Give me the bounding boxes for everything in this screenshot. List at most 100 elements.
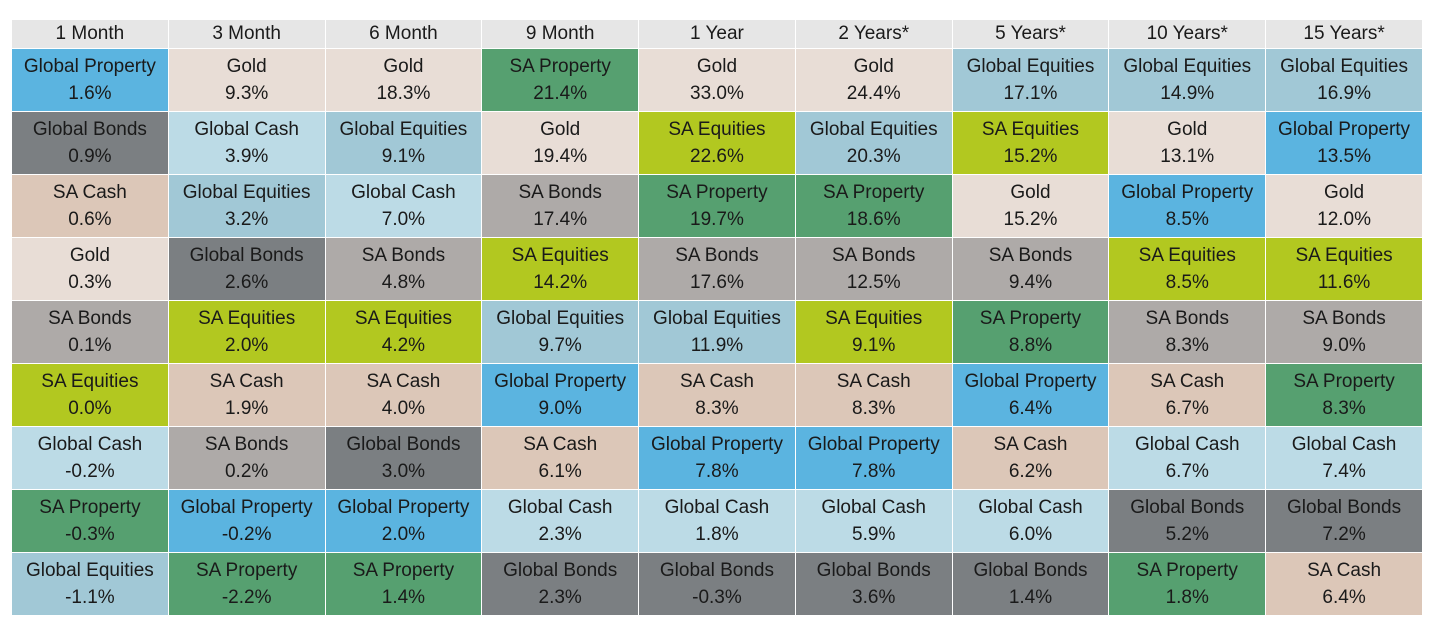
asset-cell: SA Cash 0.6%	[11, 174, 169, 238]
asset-return: 1.4%	[1008, 587, 1053, 608]
asset-cell: SA Equities 14.2%	[481, 237, 640, 301]
asset-cell: Global Cash 2.3%	[481, 489, 640, 553]
asset-cell: SA Cash 6.1%	[481, 426, 640, 490]
asset-name: SA Equities	[825, 308, 923, 329]
asset-cell: SA Property -2.2%	[167, 552, 326, 616]
asset-name: Gold	[1167, 119, 1208, 140]
asset-return: 19.7%	[690, 209, 744, 230]
asset-name: Global Bonds	[816, 560, 931, 581]
asset-name: SA Equities	[511, 245, 609, 266]
asset-name: Global Cash	[821, 497, 926, 518]
asset-cell: Global Property 6.4%	[951, 363, 1110, 427]
asset-cell: SA Bonds 0.1%	[11, 300, 169, 364]
asset-return: 2.6%	[224, 272, 269, 293]
asset-return: 12.0%	[1317, 209, 1371, 230]
asset-cell: SA Cash 6.4%	[1265, 552, 1423, 616]
asset-cell: SA Cash 8.3%	[794, 363, 953, 427]
asset-return: 22.6%	[690, 146, 744, 167]
table-row: Global Property 1.6% Gold 9.3% Gold 18.3% SA P…	[11, 48, 1423, 112]
asset-name: Global Bonds	[189, 245, 304, 266]
asset-return: 24.4%	[846, 83, 901, 104]
asset-cell: Gold 19.4%	[481, 111, 640, 175]
asset-return: 5.2%	[1165, 524, 1209, 545]
asset-return: 11.6%	[1317, 272, 1371, 293]
asset-name: Global Cash	[37, 434, 143, 455]
asset-return: 6.7%	[1165, 461, 1209, 482]
asset-cell: SA Equities 0.0%	[11, 363, 169, 427]
asset-name: Gold	[69, 245, 110, 266]
asset-return: 6.4%	[1322, 587, 1366, 608]
asset-cell: SA Bonds 17.4%	[481, 174, 640, 238]
asset-name: Global Bonds	[503, 560, 618, 581]
column-header: 10 Years*	[1108, 19, 1267, 49]
asset-name: SA Bonds	[204, 434, 289, 455]
asset-cell: SA Property 19.7%	[638, 174, 796, 238]
asset-return: 11.9%	[690, 335, 744, 356]
asset-name: SA Property	[1293, 371, 1395, 392]
asset-cell: Global Bonds 2.6%	[167, 237, 326, 301]
asset-return: -0.2%	[65, 461, 115, 482]
asset-cell: SA Equities 22.6%	[638, 111, 796, 175]
asset-return: 1.8%	[695, 524, 739, 545]
asset-return: 0.0%	[68, 398, 112, 419]
asset-cell: Global Property 1.6%	[11, 48, 169, 112]
table-row: Global Cash -0.2% SA Bonds 0.2% Global Bonds…	[11, 426, 1423, 490]
asset-cell: SA Bonds 9.4%	[951, 237, 1110, 301]
asset-return: 8.5%	[1165, 209, 1209, 230]
asset-cell: SA Bonds 12.5%	[794, 237, 953, 301]
asset-name: Global Equities	[339, 119, 468, 140]
asset-name: Global Equities	[1280, 56, 1408, 77]
asset-name: Global Cash	[1291, 434, 1397, 455]
asset-return: 18.6%	[846, 209, 901, 230]
table-row: Global Bonds 0.9% Global Cash 3.9% Global Eq…	[11, 111, 1423, 175]
asset-cell: Global Bonds 2.3%	[481, 552, 640, 616]
asset-cell: SA Bonds 9.0%	[1265, 300, 1423, 364]
asset-name: Gold	[383, 56, 424, 77]
asset-name: SA Property	[39, 497, 141, 518]
table-row: SA Bonds 0.1% SA Equities 2.0% SA Equities 4.…	[11, 300, 1423, 364]
asset-cell: Global Property 2.0%	[324, 489, 483, 553]
asset-return: 6.2%	[1008, 461, 1053, 482]
asset-name: SA Property	[1136, 560, 1238, 581]
asset-name: SA Cash	[1150, 371, 1225, 392]
table-row: Gold 0.3% Global Bonds 2.6% SA Bonds 4.8% SA E…	[11, 237, 1423, 301]
asset-cell: SA Property 21.4%	[481, 48, 640, 112]
asset-name: SA Bonds	[1145, 308, 1229, 329]
asset-return: 9.0%	[538, 398, 582, 419]
asset-return: 7.8%	[852, 461, 896, 482]
asset-name: SA Cash	[366, 371, 441, 392]
asset-name: SA Cash	[1307, 560, 1382, 581]
asset-name: SA Equities	[41, 371, 139, 392]
asset-name: Global Bonds	[973, 560, 1088, 581]
asset-return: 12.5%	[846, 272, 901, 293]
asset-cell: Global Equities 16.9%	[1265, 48, 1423, 112]
asset-return: -1.1%	[65, 587, 115, 608]
asset-cell: Global Bonds 3.0%	[324, 426, 483, 490]
asset-return: 19.4%	[533, 146, 588, 167]
asset-return: 0.6%	[68, 209, 112, 230]
asset-return: 8.3%	[1322, 398, 1366, 419]
asset-cell: Gold 13.1%	[1108, 111, 1267, 175]
asset-cell: SA Equities 4.2%	[324, 300, 483, 364]
asset-name: Global Property	[180, 497, 313, 518]
column-header: 5 Years*	[951, 19, 1110, 49]
asset-name: Global Equities	[809, 119, 938, 140]
asset-return: 2.0%	[224, 335, 269, 356]
asset-return: 6.1%	[538, 461, 582, 482]
asset-name: SA Bonds	[361, 245, 446, 266]
asset-return: 4.2%	[381, 335, 426, 356]
asset-return: 14.9%	[1160, 83, 1215, 104]
asset-return: 21.4%	[533, 83, 588, 104]
asset-return: 8.3%	[695, 398, 739, 419]
asset-return: 9.4%	[1008, 272, 1053, 293]
asset-return: 2.3%	[538, 524, 582, 545]
asset-return: 1.9%	[224, 398, 269, 419]
asset-cell: Global Property -0.2%	[167, 489, 326, 553]
asset-name: Global Equities	[25, 560, 154, 581]
asset-return: 17.6%	[690, 272, 744, 293]
asset-name: SA Cash	[523, 434, 598, 455]
asset-cell: SA Bonds 0.2%	[167, 426, 326, 490]
asset-name: SA Property	[979, 308, 1082, 329]
asset-cell: Global Cash 6.7%	[1108, 426, 1267, 490]
asset-name: SA Bonds	[831, 245, 916, 266]
